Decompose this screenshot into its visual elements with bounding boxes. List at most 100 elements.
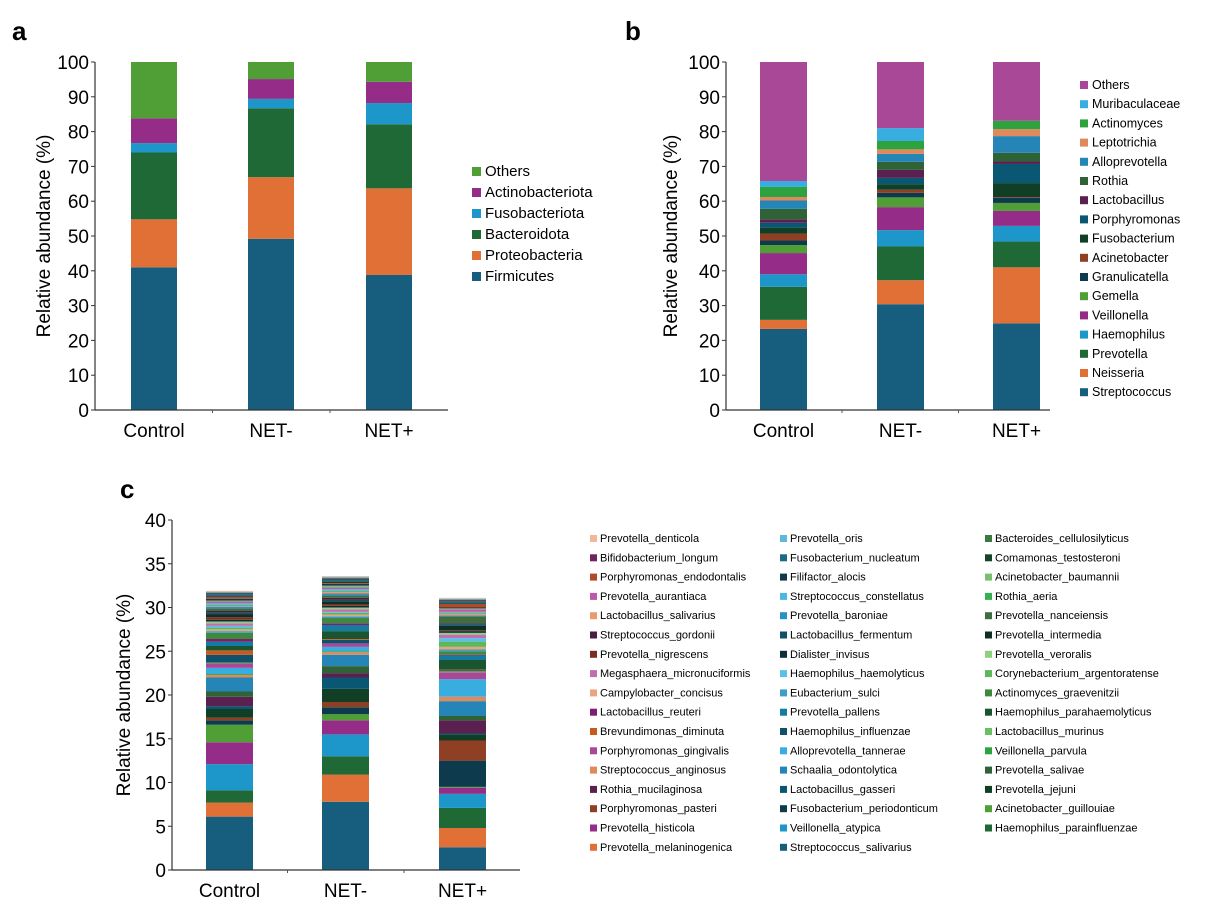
bar-segment-gemella-net — [993, 202, 1040, 211]
bar-segment-leptotrichia-net — [993, 129, 1040, 137]
legend-swatch — [780, 592, 787, 600]
bar-segment-fusobacteriota-net — [248, 98, 294, 109]
bar-segment-prevotella-nanceiensis-net — [322, 595, 369, 598]
bar-segment-haemophilus-control — [760, 274, 807, 287]
legend-label: Streptococcus_gordonii — [600, 630, 715, 642]
legend-label: Bifidobacterium_longum — [600, 552, 718, 564]
legend-swatch — [590, 766, 597, 774]
legend-swatch — [472, 209, 481, 218]
y-tick-label: 70 — [68, 157, 89, 178]
legend-label: Bacteroidota — [485, 226, 570, 243]
legend-label: Alloprevotella — [1092, 155, 1167, 169]
bar-segment-lactobacillus-reuteri-control — [206, 639, 253, 642]
legend-swatch — [985, 689, 992, 697]
bar-segment-lactobacillus-reuteri-net — [439, 654, 486, 656]
legend-label: Lactobacillus — [1092, 193, 1164, 207]
legend-swatch — [780, 554, 787, 562]
bar-segment-prevotella-oris-control — [206, 591, 253, 593]
legend-swatch — [1080, 292, 1088, 301]
bar-segment-fusobacterium-nucleatum-net — [322, 579, 369, 582]
legend-swatch — [780, 824, 787, 832]
bar-segment-prevotella-nanceiensis-control — [206, 608, 253, 611]
legend-label: Porphyromonas_gingivalis — [600, 745, 730, 757]
bar-segment-porphyromonas-gingivalis-control — [206, 663, 253, 668]
bar-segment-prevotella-salivae-net — [322, 666, 369, 674]
bar-segment-acinetobacter-guillouiae-net — [322, 714, 369, 721]
bar-segment-fusobacteriota-control — [131, 143, 177, 153]
legend-label: Lactobacillus_fermentum — [790, 630, 912, 642]
legend-swatch — [1080, 177, 1088, 185]
legend-swatch — [472, 230, 481, 239]
legend-swatch — [1080, 311, 1088, 320]
bar-segment-lactobacillus-salivarius-net — [322, 591, 369, 594]
bar-segment-veillonella-control — [760, 253, 807, 275]
legend-swatch — [780, 785, 787, 793]
bar-segment-firmicutes-control — [131, 267, 177, 410]
bar-segment-muribaculaceae-net — [877, 128, 924, 141]
bar-segment-porphyromonas-pasteri-control — [206, 717, 253, 721]
bar-segment-bifidobacterium-longum-control — [206, 593, 253, 595]
legend-swatch — [1080, 100, 1088, 109]
y-tick-label: 5 — [155, 817, 166, 838]
bar-segment-fusobacterium-control — [760, 227, 807, 234]
bar-segment-prevotella-oris-net — [439, 598, 486, 600]
bar-segment-prevotella-veroralis-net — [322, 607, 369, 610]
bar-segment-rothia-net — [993, 152, 1040, 162]
x-tick-label: NET- — [879, 421, 922, 442]
bar-segment-streptococcus-salivarius-net — [439, 847, 486, 870]
legend-label: Proteobacteria — [485, 247, 583, 264]
bar-segment-actinomyces-control — [760, 186, 807, 198]
legend-label: Campylobacter_concisus — [600, 687, 723, 699]
legend-swatch — [1080, 196, 1088, 205]
bar-segment-megasphaera-micronuciformis-net — [322, 609, 369, 612]
bar-segment-haemophilus-parainfluenzae-net — [439, 807, 486, 828]
y-tick-label: 40 — [68, 262, 89, 283]
legend-label: Bacteroides_cellulosilyticus — [995, 533, 1129, 545]
bar-segment-prevotella-nigrescens-net — [439, 630, 486, 632]
bar-segment-porphyromonas-pasteri-net — [322, 702, 369, 708]
legend-swatch — [985, 554, 992, 562]
y-tick-label: 80 — [68, 123, 89, 144]
legend-swatch — [780, 689, 787, 697]
bar-segment-schaalia-odontolytica-net — [322, 654, 369, 667]
bar-segment-actinomyces-graevenitzii-net — [322, 618, 369, 624]
legend-swatch — [780, 747, 787, 755]
bar-segment-campylobacter-concisus-control — [206, 629, 253, 632]
bar-segment-acinetobacter-control — [760, 233, 807, 241]
bar-segment-prevotella-denticola-control — [206, 590, 253, 592]
y-tick-label: 60 — [699, 192, 720, 213]
legend-label: Prevotella_nanceiensis — [995, 610, 1109, 622]
bar-segment-prevotella-denticola-net — [439, 597, 486, 599]
bar-segment-schaalia-odontolytica-control — [206, 677, 253, 692]
legend-label: Porphyromonas_endodontalis — [600, 572, 747, 584]
bar-segment-firmicutes-net — [366, 274, 412, 410]
bar-segment-proteobacteria-control — [131, 219, 177, 268]
bar-segment-rothia-mucilaginosa-net — [439, 720, 486, 734]
x-tick-label: NET+ — [364, 421, 413, 442]
legend-swatch — [985, 824, 992, 832]
bar-segment-campylobacter-concisus-net — [439, 646, 486, 650]
legend-swatch — [985, 631, 992, 639]
bar-segment-streptococcus-gordonii-control — [206, 611, 253, 613]
legend-swatch — [985, 747, 992, 755]
bar-segment-firmicutes-net — [248, 238, 294, 410]
legend-swatch — [1080, 369, 1088, 377]
legend-swatch — [472, 272, 481, 281]
legend-swatch — [780, 708, 787, 716]
x-tick-label: NET+ — [438, 881, 487, 902]
bar-segment-eubacterium-sulci-net — [322, 616, 369, 618]
bar-segment-prevotella-nanceiensis-net — [439, 616, 486, 624]
legend-label: Others — [485, 163, 530, 180]
bar-segment-prevotella-aurantiaca-net — [439, 609, 486, 612]
bar-segment-bacteroidota-net — [248, 108, 294, 178]
bar-segment-streptococcus-anginosus-net — [439, 696, 486, 702]
bar-segment-lactobacillus-net — [993, 161, 1040, 164]
legend-label: Lactobacillus_reuteri — [600, 707, 701, 719]
legend-swatch — [780, 670, 787, 678]
bar-segment-prevotella-pallens-net — [322, 625, 369, 632]
legend-swatch — [985, 612, 992, 620]
legend-swatch — [780, 728, 787, 735]
legend-label: Acinetobacter_guillouiae — [995, 803, 1115, 815]
y-axis-title: Relative abundance (%) — [114, 594, 135, 797]
bar-segment-veillonella-atypica-control — [206, 764, 253, 791]
